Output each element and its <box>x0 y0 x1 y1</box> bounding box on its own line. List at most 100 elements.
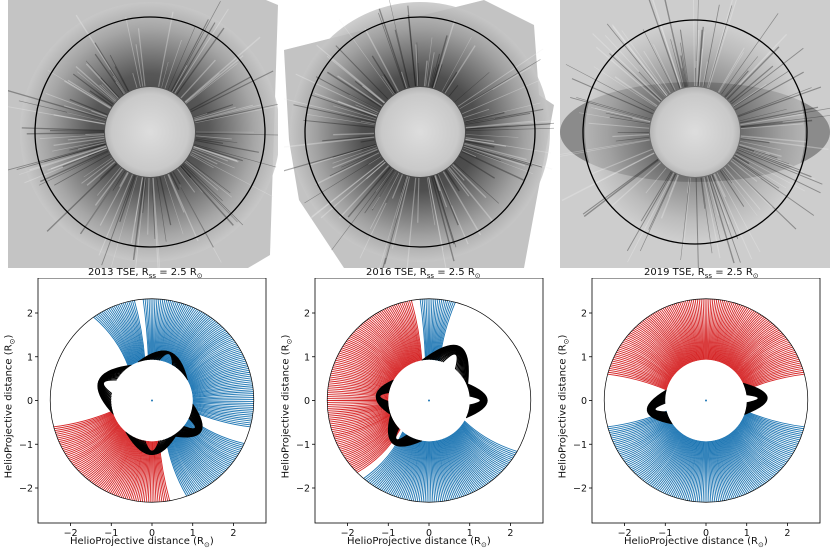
corona-streak <box>379 170 397 198</box>
open-field-line <box>741 351 796 382</box>
open-field-line <box>162 302 181 362</box>
open-field-line <box>73 426 121 466</box>
open-field-line <box>94 315 130 367</box>
closed-field-line <box>468 392 483 409</box>
open-field-line <box>332 412 391 433</box>
open-field-line <box>173 434 207 488</box>
corona-streak <box>441 36 472 92</box>
corona-streak <box>733 84 767 107</box>
corona-streak <box>310 94 377 118</box>
open-field-line <box>395 303 417 363</box>
open-field-line <box>401 439 419 499</box>
open-field-line <box>187 350 241 381</box>
open-field-line <box>707 441 712 503</box>
corona-streak <box>190 153 274 198</box>
open-field-line <box>99 435 132 489</box>
corona-streak <box>99 84 117 101</box>
corona-streak <box>711 174 739 240</box>
corona-streak <box>8 89 107 120</box>
open-field-line <box>722 437 750 494</box>
open-field-line <box>729 317 767 368</box>
corona-streak <box>184 161 219 191</box>
open-field-line <box>190 371 250 390</box>
corona-streak <box>732 158 761 180</box>
open-field-line <box>367 318 406 369</box>
closed-field-line <box>744 387 764 410</box>
corona-streak <box>401 71 407 89</box>
corona-streak <box>579 112 650 125</box>
corona-streak <box>64 80 111 110</box>
x-tick-label: −1 <box>104 528 118 536</box>
open-field-line <box>163 303 183 362</box>
open-field-line <box>647 316 684 368</box>
corona-streak <box>183 163 223 202</box>
corona-streak <box>83 157 113 178</box>
open-field-line <box>708 441 714 503</box>
open-field-line <box>616 419 671 450</box>
open-field-line <box>115 305 138 363</box>
open-field-line <box>99 312 132 366</box>
open-field-line <box>704 441 707 503</box>
open-field-line <box>399 439 418 499</box>
open-field-line <box>714 301 729 361</box>
open-field-line <box>673 303 694 362</box>
open-field-line <box>432 441 440 502</box>
corona-streak <box>724 166 761 210</box>
open-field-line <box>692 299 702 361</box>
open-field-line <box>615 353 671 383</box>
corona-streak <box>171 172 214 248</box>
open-field-line <box>58 415 115 441</box>
corona-streak <box>67 112 106 122</box>
open-field-line <box>737 335 785 375</box>
corona-streak <box>560 139 650 155</box>
corona-streak <box>632 117 651 123</box>
open-field-line <box>336 357 393 385</box>
open-field-line <box>458 427 505 470</box>
open-field-line <box>192 389 254 397</box>
open-field-line <box>405 440 421 500</box>
corona-streak <box>180 165 234 226</box>
open-field-line <box>726 435 760 488</box>
open-field-line <box>384 308 412 364</box>
open-field-line <box>154 441 161 503</box>
open-field-line <box>632 329 678 373</box>
corona-streak <box>738 145 782 161</box>
open-field-line <box>450 434 484 487</box>
open-field-line <box>329 408 390 423</box>
closed-field-line <box>395 427 408 441</box>
closed-field-line <box>746 393 760 405</box>
corona-streak <box>191 151 218 165</box>
open-field-line <box>98 313 132 367</box>
open-field-line <box>75 427 122 469</box>
corona-streak <box>626 171 673 252</box>
corona-streak <box>371 55 397 94</box>
corona-streak <box>303 119 375 128</box>
open-field-line <box>463 421 517 454</box>
corona-streak <box>72 73 114 105</box>
open-field-line <box>341 347 395 380</box>
corona-streak <box>62 148 108 168</box>
open-field-line <box>70 424 120 463</box>
open-field-line <box>452 433 489 484</box>
corona-streak <box>382 176 409 268</box>
corona-streak <box>465 138 507 147</box>
corona-streak <box>316 44 386 103</box>
corona-streak <box>354 81 385 105</box>
open-field-line <box>447 436 477 491</box>
open-field-line <box>186 348 240 381</box>
corona-streak <box>670 39 684 88</box>
corona-streak <box>407 5 417 87</box>
closed-field-line <box>181 414 198 432</box>
open-field-line <box>169 308 198 365</box>
open-field-line <box>434 440 444 502</box>
corona-streak <box>705 176 721 241</box>
open-field-line <box>78 428 123 472</box>
open-field-line <box>696 441 703 502</box>
open-field-line <box>192 400 254 402</box>
corona-streak <box>185 160 233 198</box>
corona-streak <box>609 53 662 102</box>
corona-streak <box>83 169 125 229</box>
corona-streak <box>698 48 703 87</box>
corona-streak <box>570 96 651 121</box>
corona-streak <box>63 105 107 120</box>
